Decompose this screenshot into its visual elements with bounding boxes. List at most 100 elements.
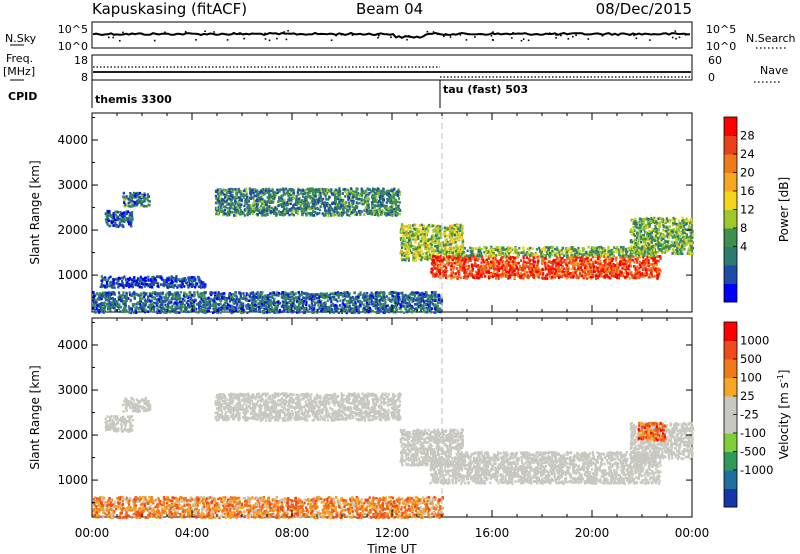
data-cell [285,301,288,305]
data-cell [380,310,383,313]
data-cell [97,309,100,312]
data-cell [198,295,201,299]
data-cell [411,291,414,294]
data-cell [336,291,339,294]
data-cell [253,309,256,313]
data-cell [313,297,316,301]
data-cell [450,230,453,234]
data-cell [324,294,327,298]
data-cell [295,309,299,312]
data-cell [129,284,132,288]
data-cell [367,206,371,209]
data-cell [323,192,326,196]
data-cell [266,297,270,300]
data-cell [149,285,152,289]
data-cell [328,308,331,311]
data-cell [160,298,163,302]
data-cell [130,212,134,216]
data-cell [366,201,369,205]
data-cell [358,201,361,205]
data-cell [350,199,353,203]
data-cell [299,200,302,203]
data-cell [131,283,134,287]
data-cell [190,275,193,279]
data-cell [231,205,234,209]
data-cell [111,277,115,281]
data-cell [382,311,385,314]
data-cell [254,300,258,303]
data-cell [389,292,392,295]
data-cell [247,299,250,302]
data-cell [328,205,331,209]
data-cell [421,296,424,300]
data-cell [387,298,390,301]
data-cell [311,304,314,307]
data-cell [159,276,162,280]
data-cell [261,198,264,201]
data-cell [215,302,218,305]
data-cell [226,212,229,216]
data-cell [429,309,432,313]
data-cell [308,196,311,199]
data-cell [349,300,352,304]
noise-search-dot [555,37,557,39]
data-cell [349,191,353,195]
data-cell [323,302,326,305]
data-cell [385,214,388,217]
data-cell [116,301,119,305]
data-cell [242,196,245,199]
freq-left-tick-top: 18 [74,54,88,67]
data-cell [310,212,313,215]
data-cell [229,191,232,194]
data-cell [320,309,323,313]
data-cell [345,211,348,214]
data-cell [364,194,367,198]
data-cell [271,296,274,299]
data-cell [271,189,274,192]
data-cell [323,206,326,210]
data-cell [423,301,426,305]
data-cell [111,291,114,294]
data-cell [297,291,300,294]
data-cell [111,283,114,287]
data-cell [376,293,379,297]
data-cell [265,307,268,310]
data-cell [225,192,229,195]
data-cell [337,200,340,204]
data-cell [258,301,261,305]
data-cell [406,228,409,232]
data-cell [136,284,139,287]
data-cell [366,187,369,190]
data-cell [259,197,262,201]
data-cell [131,292,134,296]
data-cell [174,291,177,295]
data-cell [315,203,318,206]
data-cell [339,198,342,202]
data-cell [125,279,128,282]
data-cell [286,211,290,215]
data-cell [165,280,168,284]
data-cell [106,302,109,306]
data-cell [224,307,227,310]
data-cell [353,206,357,210]
data-cell [318,301,321,304]
data-cell [224,196,227,199]
data-cell [197,276,200,279]
data-cell [433,304,436,308]
data-cell [163,296,166,299]
data-cell [263,311,266,315]
data-cell [256,302,260,305]
data-cell [367,197,370,200]
data-cell [238,201,241,204]
data-cell [317,207,320,211]
noise-search-dot [633,34,635,37]
data-cell [188,295,191,298]
data-cell [269,189,272,193]
noise-search-dot [674,30,677,32]
data-cell [173,297,176,301]
data-cell [178,293,181,297]
data-cell [169,285,172,288]
data-cell [577,276,580,280]
data-cell [140,195,143,198]
data-cell [296,190,299,194]
